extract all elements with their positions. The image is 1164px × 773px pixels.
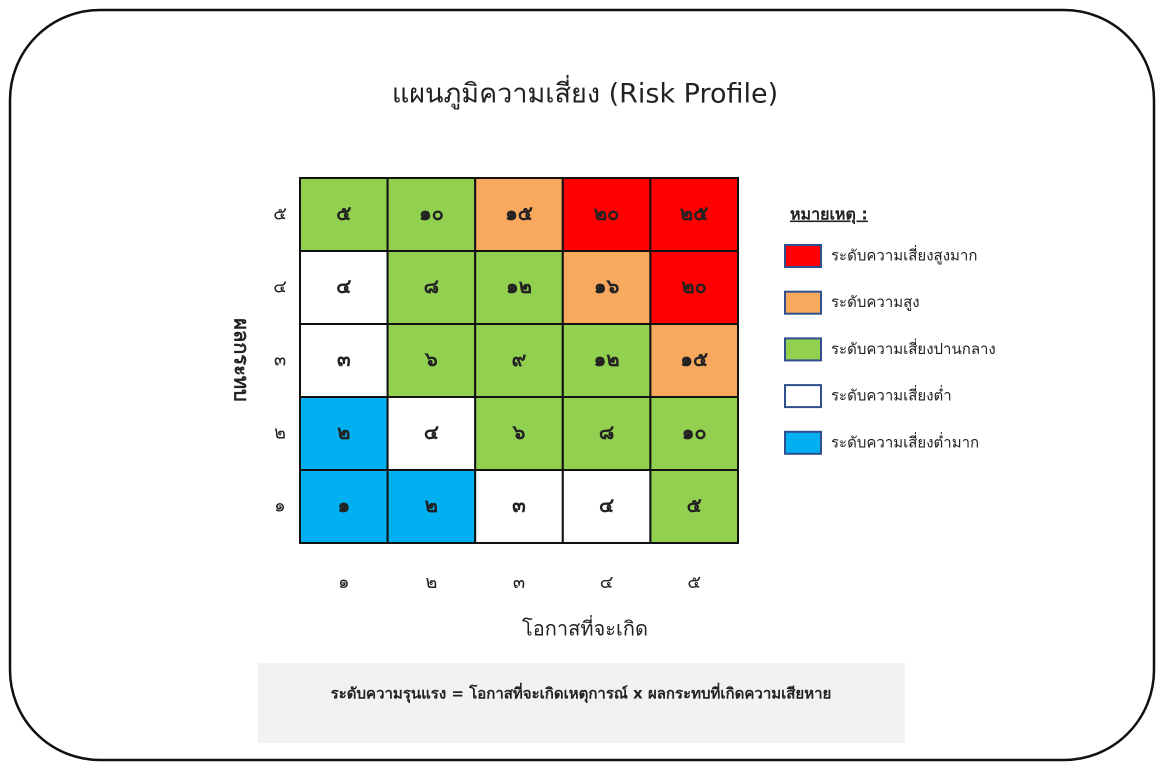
formula-box bbox=[258, 663, 905, 743]
cell bbox=[474, 177, 564, 252]
cell-value: ๖ bbox=[424, 347, 438, 371]
cell-value: ๔ bbox=[599, 493, 614, 517]
title: แผนภูมิความเสี่ยง (Risk Profile) bbox=[392, 75, 778, 110]
legend-swatch bbox=[784, 244, 822, 268]
cell bbox=[561, 469, 652, 544]
cell bbox=[299, 469, 389, 544]
cell bbox=[649, 250, 740, 325]
legend-title: หมายเหตุ : bbox=[790, 205, 868, 225]
y-axis-title: ผลกระทบ bbox=[230, 318, 254, 401]
cell-value: ๑๐ bbox=[419, 201, 444, 225]
cell-value: ๑ bbox=[337, 493, 350, 517]
cell-value: ๒๐ bbox=[682, 274, 707, 298]
cell-value: ๑๐ bbox=[682, 420, 707, 444]
x-tick-label: ๒ bbox=[425, 572, 437, 593]
cell-value: ๒๐ bbox=[594, 201, 619, 225]
cell bbox=[561, 323, 652, 398]
cell bbox=[386, 177, 477, 252]
cell bbox=[474, 250, 564, 325]
cell bbox=[474, 469, 564, 544]
cell-value: ๒ bbox=[337, 420, 350, 444]
cell bbox=[299, 177, 389, 252]
cell-value: ๑๕ bbox=[505, 201, 533, 225]
cell bbox=[649, 323, 740, 398]
cell bbox=[649, 396, 740, 471]
x-axis-title: โอกาสที่จะเกิด bbox=[522, 615, 648, 641]
cell bbox=[386, 469, 477, 544]
cell-value: ๙ bbox=[512, 347, 527, 371]
cell-value: ๓ bbox=[512, 493, 526, 517]
x-tick-label: ๓ bbox=[513, 572, 525, 593]
cell bbox=[649, 469, 740, 544]
y-tick-label: ๒ bbox=[274, 423, 286, 444]
cell-value: ๑๒ bbox=[594, 347, 620, 371]
legend-swatch bbox=[784, 430, 822, 455]
cell-value: ๔ bbox=[424, 420, 439, 444]
cell bbox=[561, 396, 652, 471]
y-tick-label: ๔ bbox=[273, 277, 287, 298]
legend-label: ระดับความเสี่ยงปานกลาง bbox=[831, 338, 996, 358]
legend-swatch bbox=[784, 384, 822, 409]
cell-value: ๓ bbox=[337, 347, 351, 371]
cell-value: ๑๕ bbox=[680, 347, 708, 371]
cell-value: ๑๒ bbox=[506, 274, 532, 298]
y-tick-label: ๓ bbox=[274, 350, 286, 371]
cell bbox=[299, 396, 389, 471]
cell-value: ๔ bbox=[336, 274, 351, 298]
cell bbox=[386, 396, 477, 471]
legend-swatch bbox=[784, 337, 822, 362]
cell bbox=[386, 323, 477, 398]
y-tick-label: ๑ bbox=[274, 496, 285, 517]
cell-value: ๕ bbox=[687, 493, 702, 517]
x-tick-label: ๑ bbox=[338, 572, 349, 593]
x-tick-label: ๔ bbox=[600, 572, 614, 593]
legend-label: ระดับความสูง bbox=[831, 293, 920, 311]
cell bbox=[561, 250, 652, 325]
legend-label: ระดับความเสี่ยงสูงมาก bbox=[831, 245, 977, 265]
formula: ระดับความรุนแรง = โอกาสที่จะเกิดเหตุการณ… bbox=[331, 683, 832, 704]
cell-value: ๒๕ bbox=[680, 201, 708, 225]
legend-swatch bbox=[784, 290, 822, 315]
cell-value: ๕ bbox=[336, 201, 351, 225]
cell-value: ๘ bbox=[424, 274, 439, 298]
legend-label: ระดับความเสี่ยงต่ำ bbox=[831, 385, 952, 405]
y-tick-label: ๕ bbox=[273, 204, 287, 225]
cell-value: ๒ bbox=[425, 493, 438, 517]
cell bbox=[474, 323, 564, 398]
cell-value: ๖ bbox=[512, 420, 526, 444]
x-tick-label: ๕ bbox=[687, 572, 701, 593]
legend-label: ระดับความเสี่ยงต่ำมาก bbox=[831, 431, 979, 451]
cell-value: ๘ bbox=[599, 420, 614, 444]
cell-value: ๑๖ bbox=[594, 274, 620, 298]
cell bbox=[474, 396, 564, 471]
